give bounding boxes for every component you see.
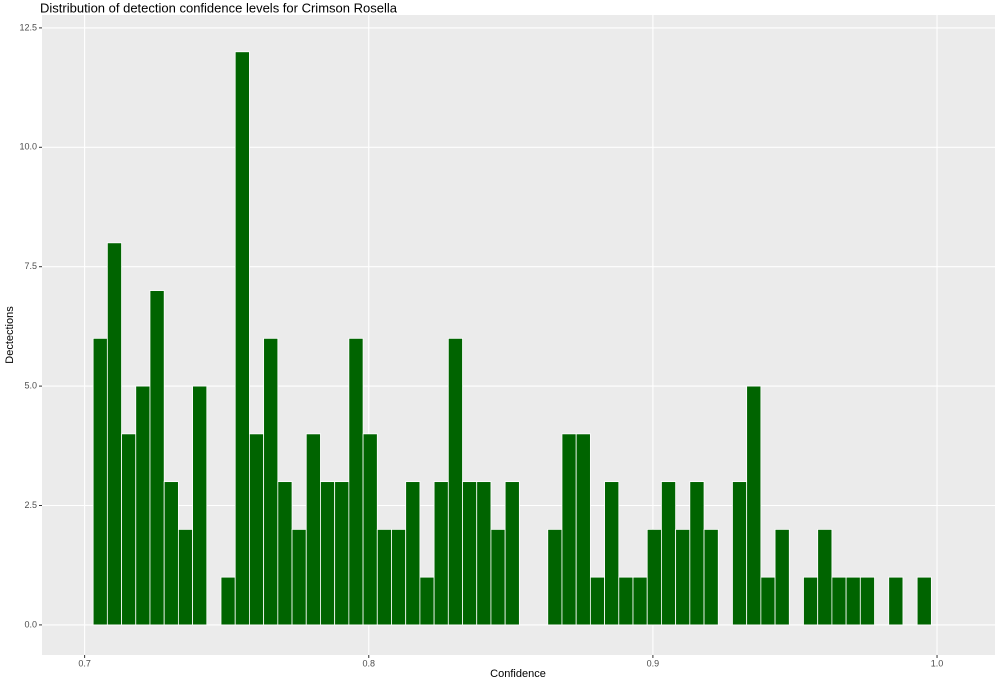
bar: [277, 481, 293, 626]
bar: [334, 481, 350, 626]
bar: [177, 528, 193, 626]
bar: [391, 528, 407, 626]
bar: [774, 528, 790, 626]
bar: [817, 528, 833, 626]
bar: [646, 528, 662, 626]
bar: [362, 433, 378, 626]
bar: [916, 576, 932, 626]
bar: [447, 337, 463, 626]
chart-title: Distribution of detection confidence lev…: [40, 0, 398, 15]
bar: [234, 51, 250, 626]
bar: [618, 576, 634, 626]
y-tick-label: 7.5: [24, 261, 37, 271]
bar: [462, 481, 478, 626]
bar: [675, 528, 691, 626]
bar: [547, 528, 563, 626]
bar: [490, 528, 506, 626]
bar: [831, 576, 847, 626]
x-tick-label: 0.8: [363, 658, 376, 668]
bar: [760, 576, 776, 626]
bar: [689, 481, 705, 626]
bar: [859, 576, 875, 626]
bar: [121, 433, 137, 626]
bar: [703, 528, 719, 626]
y-tick-label: 0.0: [24, 619, 37, 629]
bar: [589, 576, 605, 626]
bar: [320, 481, 336, 626]
bar: [192, 385, 208, 626]
bar: [561, 433, 577, 626]
bar: [135, 385, 151, 626]
bar: [575, 433, 591, 626]
bar: [604, 481, 620, 626]
bar: [803, 576, 819, 626]
x-tick-label: 0.9: [647, 658, 660, 668]
bar: [845, 576, 861, 626]
y-tick-label: 12.5: [19, 22, 37, 32]
bar: [405, 481, 421, 626]
x-tick-label: 1.0: [931, 658, 944, 668]
y-tick-label: 10.0: [19, 142, 37, 152]
bar: [106, 242, 122, 626]
y-tick-label: 5.0: [24, 380, 37, 390]
bar: [746, 385, 762, 626]
y-axis-label: Dectections: [4, 306, 16, 364]
bar: [632, 576, 648, 626]
bar: [291, 528, 307, 626]
bar: [888, 576, 904, 626]
bar: [348, 337, 364, 626]
bar: [476, 481, 492, 626]
bar: [249, 433, 265, 626]
y-tick-label: 2.5: [24, 500, 37, 510]
x-axis-label: Confidence: [490, 668, 546, 680]
bar: [305, 433, 321, 626]
bar: [92, 337, 108, 626]
bar: [163, 481, 179, 626]
bar: [220, 576, 236, 626]
bar: [433, 481, 449, 626]
bar: [419, 576, 435, 626]
bar: [149, 290, 165, 626]
bar: [263, 337, 279, 626]
bar: [661, 481, 677, 626]
bar: [732, 481, 748, 626]
x-tick-label: 0.7: [78, 658, 91, 668]
bar: [376, 528, 392, 626]
bar: [504, 481, 520, 626]
